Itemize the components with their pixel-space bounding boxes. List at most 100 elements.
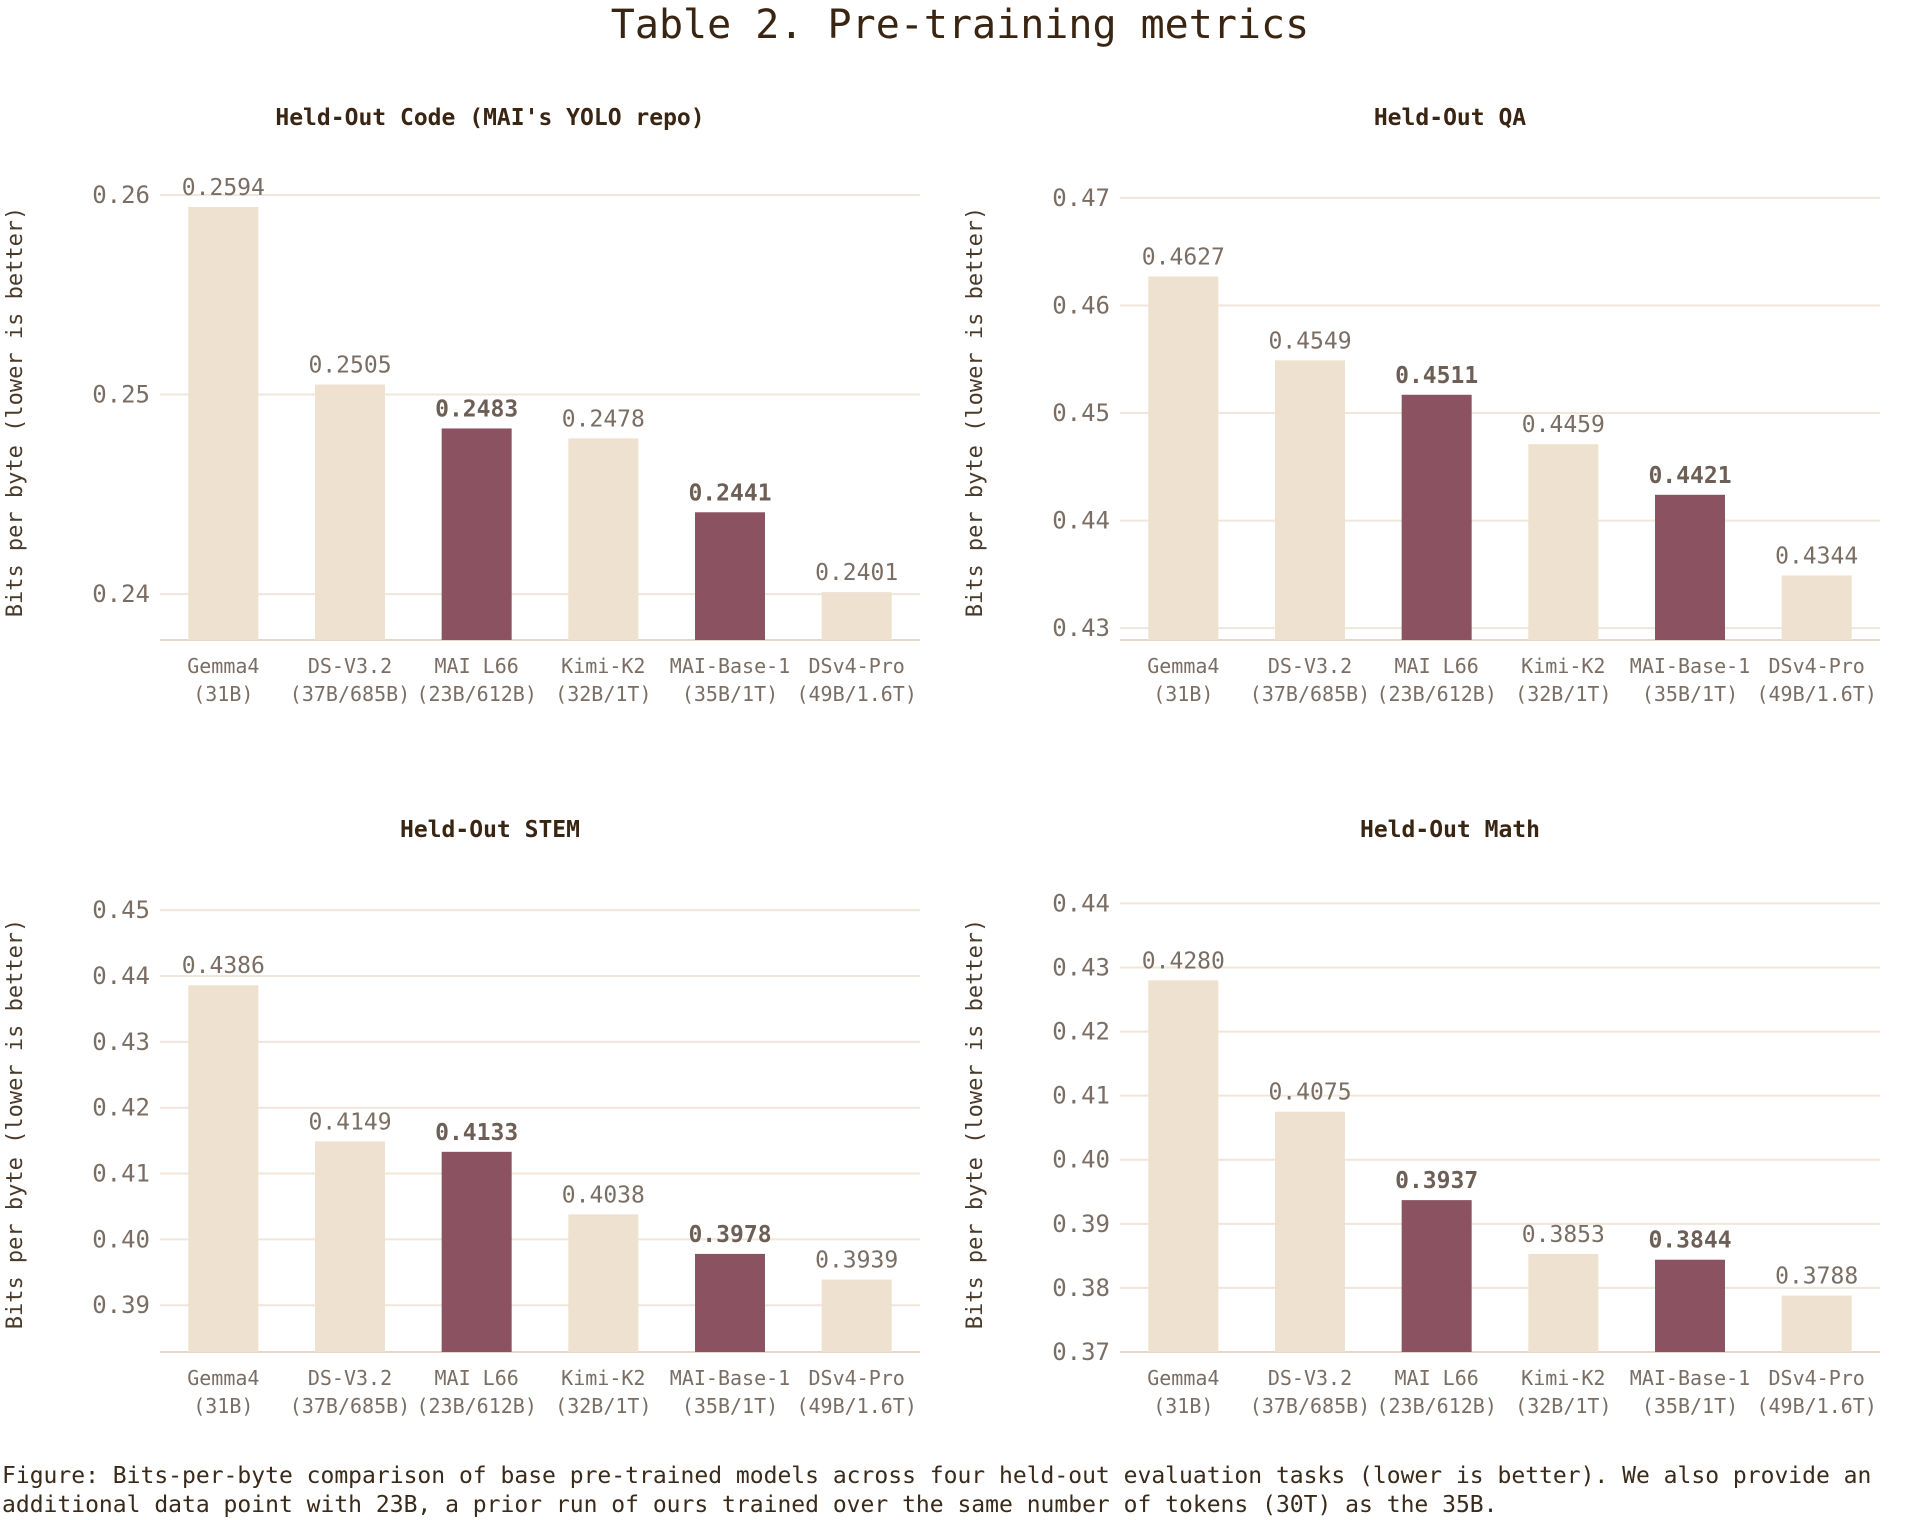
x-tick-label-qa-4: MAI-Base-1	[1630, 654, 1750, 678]
bar-math-5	[1781, 1295, 1852, 1352]
y-tick-label-qa-3: 0.46	[1052, 291, 1110, 319]
data-label-math-1: 0.4075	[1268, 1080, 1351, 1106]
x-tick-label-code-4: MAI-Base-1	[670, 654, 790, 678]
y-tick-label-stem-1: 0.40	[92, 1225, 150, 1253]
x-tick-label-code-3: Kimi-K2	[561, 654, 645, 678]
bar-qa-1	[1275, 360, 1345, 640]
x-tick-sublabel-stem-3: (32B/1T)	[555, 1394, 651, 1418]
x-tick-label-stem-0: Gemma4	[187, 1366, 259, 1390]
y-axis-label-code: Bits per byte (lower is better)	[3, 207, 28, 618]
x-tick-sublabel-qa-1: (37B/685B)	[1250, 682, 1370, 706]
data-label-qa-5: 0.4344	[1775, 543, 1858, 569]
x-tick-sublabel-math-3: (32B/1T)	[1515, 1394, 1611, 1418]
data-label-qa-0: 0.4627	[1142, 244, 1225, 270]
x-tick-sublabel-code-5: (49B/1.6T)	[796, 682, 916, 706]
bar-math-1	[1275, 1111, 1345, 1352]
bar-stem-0	[188, 985, 259, 1352]
bar-stem-1	[315, 1141, 385, 1352]
y-tick-label-stem-5: 0.44	[92, 962, 150, 990]
y-tick-label-stem-0: 0.39	[92, 1291, 150, 1319]
data-label-qa-1: 0.4549	[1268, 328, 1351, 354]
data-label-stem-4: 0.3978	[688, 1222, 771, 1248]
data-label-math-0: 0.4280	[1142, 948, 1225, 974]
y-tick-label-qa-0: 0.43	[1052, 614, 1110, 642]
page-title: Table 2. Pre-training metrics	[610, 2, 1310, 48]
x-tick-label-qa-3: Kimi-K2	[1521, 654, 1605, 678]
y-tick-label-qa-4: 0.47	[1052, 184, 1110, 212]
y-tick-label-math-0: 0.37	[1052, 1338, 1110, 1366]
data-label-qa-4: 0.4421	[1648, 463, 1731, 489]
x-tick-sublabel-qa-3: (32B/1T)	[1515, 682, 1611, 706]
y-tick-label-math-3: 0.40	[1052, 1146, 1110, 1174]
bar-qa-4	[1655, 494, 1725, 640]
data-label-code-5: 0.2401	[815, 560, 898, 586]
data-label-code-3: 0.2478	[562, 406, 645, 432]
data-label-math-3: 0.3853	[1522, 1222, 1605, 1248]
bar-code-5	[821, 592, 892, 640]
figure-caption: Figure: Bits-per-byte comparison of base…	[2, 1463, 1886, 1518]
bar-qa-2	[1401, 394, 1472, 640]
x-tick-sublabel-stem-5: (49B/1.6T)	[796, 1394, 916, 1418]
y-tick-label-code-0: 0.24	[92, 580, 150, 608]
bar-stem-2	[441, 1151, 512, 1352]
y-tick-label-stem-3: 0.42	[92, 1094, 150, 1122]
bar-code-4	[695, 512, 765, 640]
x-tick-label-qa-2: MAI L66	[1395, 654, 1479, 678]
x-tick-label-qa-0: Gemma4	[1147, 654, 1219, 678]
x-tick-label-stem-5: DSv4-Pro	[809, 1366, 905, 1390]
y-tick-label-math-5: 0.42	[1052, 1018, 1110, 1046]
bar-qa-5	[1781, 575, 1852, 640]
data-label-code-4: 0.2441	[688, 480, 771, 506]
data-label-stem-5: 0.3939	[815, 1248, 898, 1274]
y-tick-label-math-7: 0.44	[1052, 889, 1110, 917]
x-tick-sublabel-stem-0: (31B)	[193, 1394, 253, 1418]
data-label-math-5: 0.3788	[1775, 1264, 1858, 1290]
bar-qa-0	[1148, 276, 1219, 640]
x-tick-label-code-2: MAI L66	[435, 654, 519, 678]
x-tick-sublabel-math-5: (49B/1.6T)	[1756, 1394, 1876, 1418]
data-label-code-0: 0.2594	[182, 175, 265, 201]
bar-stem-5	[821, 1279, 892, 1352]
x-tick-label-code-0: Gemma4	[187, 654, 259, 678]
x-tick-label-math-1: DS-V3.2	[1268, 1366, 1352, 1390]
x-tick-label-code-5: DSv4-Pro	[809, 654, 905, 678]
y-tick-label-math-2: 0.39	[1052, 1210, 1110, 1238]
y-tick-label-qa-1: 0.44	[1052, 507, 1110, 535]
bar-stem-4	[695, 1253, 765, 1352]
x-tick-sublabel-qa-4: (35B/1T)	[1642, 682, 1738, 706]
x-tick-sublabel-math-1: (37B/685B)	[1250, 1394, 1370, 1418]
y-tick-label-math-6: 0.43	[1052, 953, 1110, 981]
y-axis-label-stem: Bits per byte (lower is better)	[3, 919, 28, 1330]
data-label-qa-3: 0.4459	[1522, 412, 1605, 438]
y-tick-label-qa-2: 0.45	[1052, 399, 1110, 427]
x-tick-sublabel-qa-2: (23B/612B)	[1376, 682, 1496, 706]
data-label-math-4: 0.3844	[1648, 1228, 1731, 1254]
x-tick-sublabel-qa-0: (31B)	[1153, 682, 1213, 706]
chart-title-math: Held-Out Math	[1360, 817, 1540, 843]
x-tick-sublabel-code-1: (37B/685B)	[290, 682, 410, 706]
x-tick-label-stem-4: MAI-Base-1	[670, 1366, 790, 1390]
y-tick-label-code-2: 0.26	[92, 181, 150, 209]
data-label-code-1: 0.2505	[308, 353, 391, 379]
chart-qa-svg: Held-Out QA Bits per byte (lower is bette…	[963, 105, 1880, 706]
bar-math-3	[1528, 1253, 1599, 1352]
x-tick-sublabel-code-0: (31B)	[193, 682, 253, 706]
y-tick-label-stem-4: 0.43	[92, 1028, 150, 1056]
bar-stem-3	[568, 1214, 639, 1352]
data-label-stem-1: 0.4149	[308, 1109, 391, 1135]
chart-title-qa: Held-Out QA	[1374, 105, 1526, 131]
x-tick-label-math-3: Kimi-K2	[1521, 1366, 1605, 1390]
chart-title-code: Held-Out Code (MAI's YOLO repo)	[275, 105, 704, 131]
x-tick-sublabel-math-0: (31B)	[1153, 1394, 1213, 1418]
chart-title-stem: Held-Out STEM	[400, 817, 580, 843]
chart-stem-svg: Held-Out STEM Bits per byte (lower is bet…	[3, 817, 920, 1418]
data-label-stem-3: 0.4038	[562, 1182, 645, 1208]
bar-code-1	[315, 384, 385, 640]
y-tick-label-stem-6: 0.45	[92, 896, 150, 924]
x-tick-sublabel-code-2: (23B/612B)	[416, 682, 536, 706]
bar-code-2	[441, 428, 512, 640]
chart-panel-stem: Held-Out STEM Bits per byte (lower is bet…	[0, 792, 960, 1492]
data-label-code-2: 0.2483	[435, 396, 518, 422]
data-label-stem-2: 0.4133	[435, 1120, 518, 1146]
bar-qa-3	[1528, 444, 1599, 640]
